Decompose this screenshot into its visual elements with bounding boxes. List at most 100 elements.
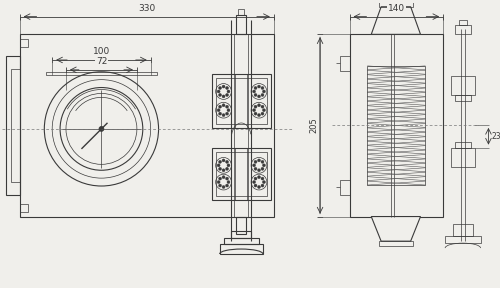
Circle shape — [218, 184, 222, 187]
Bar — [455, 142, 470, 148]
Circle shape — [258, 104, 260, 107]
Circle shape — [217, 181, 220, 183]
Circle shape — [226, 112, 228, 115]
Bar — [212, 74, 271, 128]
Bar — [455, 24, 470, 34]
Circle shape — [258, 95, 260, 98]
Circle shape — [222, 169, 225, 172]
Circle shape — [261, 167, 264, 170]
Circle shape — [258, 85, 260, 88]
Bar — [379, 2, 412, 7]
Circle shape — [222, 176, 225, 179]
Circle shape — [254, 160, 257, 163]
Circle shape — [217, 90, 220, 93]
Circle shape — [227, 109, 230, 112]
Circle shape — [258, 159, 260, 162]
Circle shape — [262, 181, 266, 183]
Circle shape — [218, 105, 222, 108]
Circle shape — [254, 184, 257, 187]
Text: 330: 330 — [138, 4, 156, 13]
Circle shape — [217, 109, 220, 112]
Circle shape — [252, 181, 256, 183]
Bar — [238, 9, 244, 15]
Circle shape — [222, 159, 225, 162]
Bar — [46, 72, 156, 75]
Circle shape — [226, 86, 228, 90]
Text: 140: 140 — [388, 4, 405, 13]
Circle shape — [261, 184, 264, 187]
Circle shape — [226, 160, 228, 163]
Circle shape — [218, 112, 222, 115]
Circle shape — [222, 114, 225, 117]
Circle shape — [254, 112, 257, 115]
Circle shape — [258, 114, 260, 117]
Bar — [236, 148, 247, 200]
Circle shape — [222, 95, 225, 98]
Bar — [216, 151, 267, 196]
Circle shape — [227, 90, 230, 93]
Circle shape — [99, 126, 104, 131]
Circle shape — [261, 86, 264, 90]
Circle shape — [217, 164, 220, 167]
Circle shape — [226, 105, 228, 108]
Bar — [451, 76, 474, 95]
Bar — [453, 224, 472, 236]
Bar — [6, 56, 20, 195]
Bar — [11, 69, 20, 182]
Circle shape — [258, 176, 260, 179]
Bar — [451, 148, 474, 167]
Circle shape — [218, 86, 222, 90]
Bar — [20, 34, 274, 217]
Circle shape — [254, 86, 257, 90]
Circle shape — [254, 94, 257, 96]
Bar — [236, 15, 246, 34]
Circle shape — [262, 90, 266, 93]
Bar — [368, 66, 426, 185]
Bar — [379, 241, 412, 246]
Circle shape — [226, 177, 228, 180]
Circle shape — [252, 164, 256, 167]
Polygon shape — [372, 7, 420, 34]
Bar — [459, 20, 467, 24]
Bar — [220, 244, 263, 254]
Circle shape — [226, 184, 228, 187]
Bar — [455, 95, 470, 101]
Circle shape — [226, 167, 228, 170]
Bar — [445, 236, 480, 243]
Circle shape — [227, 164, 230, 167]
Circle shape — [222, 185, 225, 188]
Bar — [216, 78, 267, 124]
Circle shape — [226, 94, 228, 96]
Circle shape — [261, 160, 264, 163]
Text: 205: 205 — [310, 118, 318, 133]
Circle shape — [254, 167, 257, 170]
Bar — [232, 231, 251, 238]
Circle shape — [218, 167, 222, 170]
Bar — [20, 39, 28, 47]
Bar — [340, 56, 349, 71]
Circle shape — [262, 164, 266, 167]
Bar — [236, 217, 246, 234]
Circle shape — [218, 160, 222, 163]
Circle shape — [222, 104, 225, 107]
Circle shape — [254, 177, 257, 180]
Circle shape — [218, 177, 222, 180]
Circle shape — [261, 177, 264, 180]
Bar — [350, 34, 443, 217]
Circle shape — [252, 90, 256, 93]
Bar — [212, 148, 271, 200]
Bar — [20, 204, 28, 212]
Bar — [236, 74, 247, 128]
Circle shape — [252, 109, 256, 112]
Circle shape — [261, 94, 264, 96]
Circle shape — [261, 112, 264, 115]
Polygon shape — [372, 217, 420, 241]
Circle shape — [261, 105, 264, 108]
Bar — [224, 238, 259, 244]
Circle shape — [227, 181, 230, 183]
Circle shape — [258, 185, 260, 188]
Text: 100: 100 — [93, 47, 110, 56]
Bar — [340, 180, 349, 195]
Circle shape — [254, 105, 257, 108]
Circle shape — [258, 169, 260, 172]
